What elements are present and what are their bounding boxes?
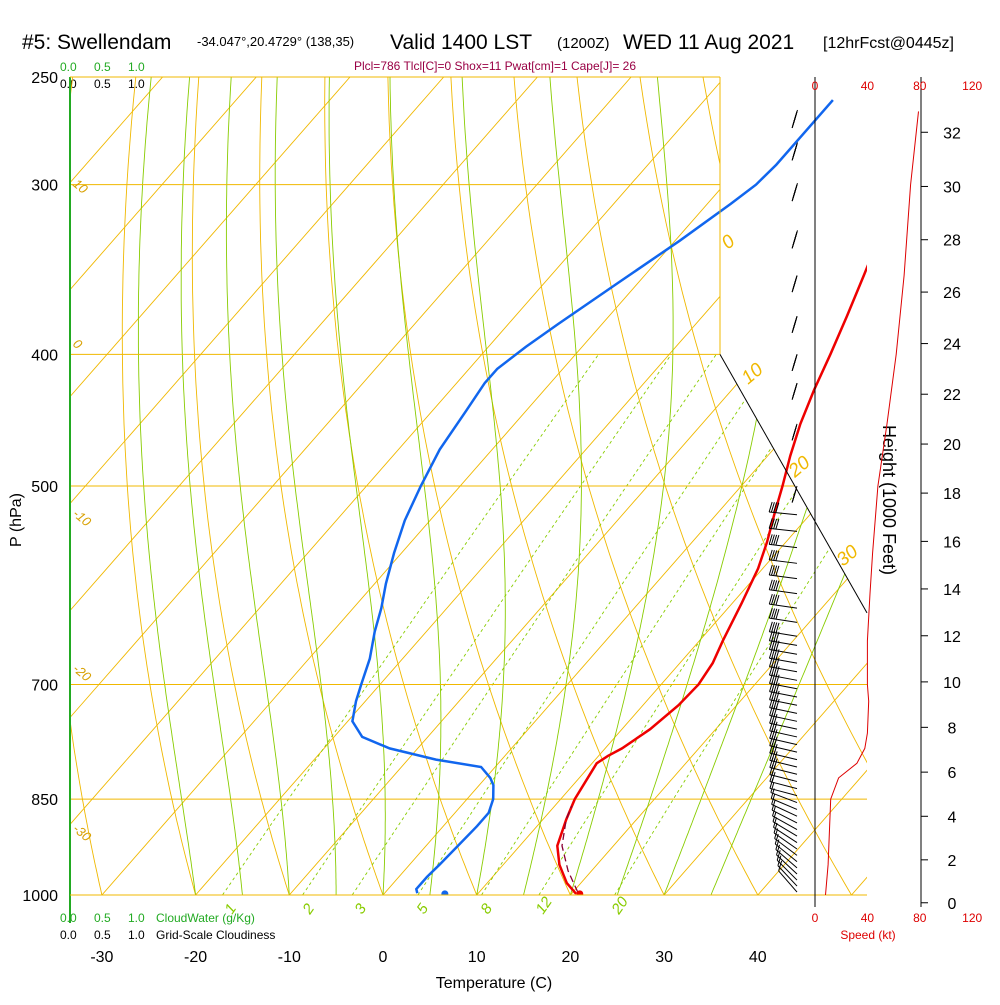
cloud-black-bottom-0: 0.0 xyxy=(60,928,77,942)
height-tick-label: 10 xyxy=(943,675,961,692)
height-tick-label: 24 xyxy=(943,337,961,354)
height-axis-label: Height (1000 Feet) xyxy=(879,425,899,575)
forecast-date: WED 11 Aug 2021 xyxy=(623,31,794,54)
y-tick-label: 1000 xyxy=(22,888,58,905)
x-tick-label: -20 xyxy=(184,949,207,966)
x-tick-label: 0 xyxy=(379,949,388,966)
x-tick-label: -30 xyxy=(90,949,113,966)
cloud-black-top-1: 0.5 xyxy=(94,77,111,91)
cloud-green-bottom-2: 1.0 xyxy=(128,911,145,925)
cloud-green-top-2: 1.0 xyxy=(128,60,145,74)
speed-tick-bottom: 40 xyxy=(861,911,875,925)
speed-tick-top: 80 xyxy=(913,79,927,93)
zulu-time: (1200Z) xyxy=(557,35,610,52)
speed-tick-bottom: 80 xyxy=(913,911,927,925)
cloud-black-bottom-2: 1.0 xyxy=(128,928,145,942)
y-axis-label: P (hPa) xyxy=(8,493,25,547)
station-title: #5: Swellendam xyxy=(22,31,171,54)
y-tick-label: 400 xyxy=(31,347,58,364)
height-tick-label: 8 xyxy=(948,720,957,737)
y-tick-label: 250 xyxy=(31,70,58,87)
x-axis-label: Temperature (C) xyxy=(436,975,552,992)
cloud-black-bottom-1: 0.5 xyxy=(94,928,111,942)
forecast-info: [12hrFcst@0445z] xyxy=(823,35,954,52)
station-coords: -34.047°,20.4729° (138,35) xyxy=(197,34,354,49)
height-tick-label: 26 xyxy=(943,285,961,302)
cloudwater-label: CloudWater (g/Kg) xyxy=(156,911,255,925)
x-tick-label: 30 xyxy=(655,949,673,966)
y-tick-label: 300 xyxy=(31,178,58,195)
height-tick-label: 18 xyxy=(943,486,961,503)
cloudiness-label: Grid-Scale Cloudiness xyxy=(156,928,275,942)
y-tick-label: 500 xyxy=(31,479,58,496)
cloud-black-top-0: 0.0 xyxy=(60,77,77,91)
x-tick-label: 40 xyxy=(749,949,767,966)
speed-tick-top: 0 xyxy=(812,79,819,93)
height-tick-label: 6 xyxy=(948,765,957,782)
height-tick-label: 22 xyxy=(943,387,961,404)
x-tick-label: -10 xyxy=(278,949,301,966)
cloud-green-top-1: 0.5 xyxy=(94,60,111,74)
speed-tick-top: 120 xyxy=(962,79,982,93)
speed-tick-top: 40 xyxy=(861,79,875,93)
height-tick-label: 28 xyxy=(943,233,961,250)
height-tick-label: 30 xyxy=(943,179,961,196)
cloud-green-bottom-0: 0.0 xyxy=(60,911,77,925)
height-tick-label: 32 xyxy=(943,125,961,142)
height-tick-label: 0 xyxy=(948,896,957,913)
height-tick-label: 2 xyxy=(948,853,957,870)
height-tick-label: 14 xyxy=(943,582,961,599)
speed-axis-label: Speed (kt) xyxy=(840,928,895,942)
sounding-stats: Plcl=786 Tlcl[C]=0 Shox=11 Pwat[cm]=1 Ca… xyxy=(354,59,636,73)
height-tick-label: 20 xyxy=(943,437,961,454)
x-tick-label: 10 xyxy=(468,949,486,966)
cloud-black-top-2: 1.0 xyxy=(128,77,145,91)
cloud-green-top-0: 0.0 xyxy=(60,60,77,74)
speed-tick-bottom: 120 xyxy=(962,911,982,925)
cloud-green-bottom-1: 0.5 xyxy=(94,911,111,925)
speed-tick-bottom: 0 xyxy=(812,911,819,925)
valid-time: Valid 1400 LST xyxy=(390,31,532,54)
height-tick-label: 12 xyxy=(943,629,961,646)
x-tick-label: 20 xyxy=(562,949,580,966)
height-tick-label: 4 xyxy=(948,809,957,826)
y-tick-label: 700 xyxy=(31,678,58,695)
y-tick-label: 850 xyxy=(31,792,58,809)
height-tick-label: 16 xyxy=(943,534,961,551)
